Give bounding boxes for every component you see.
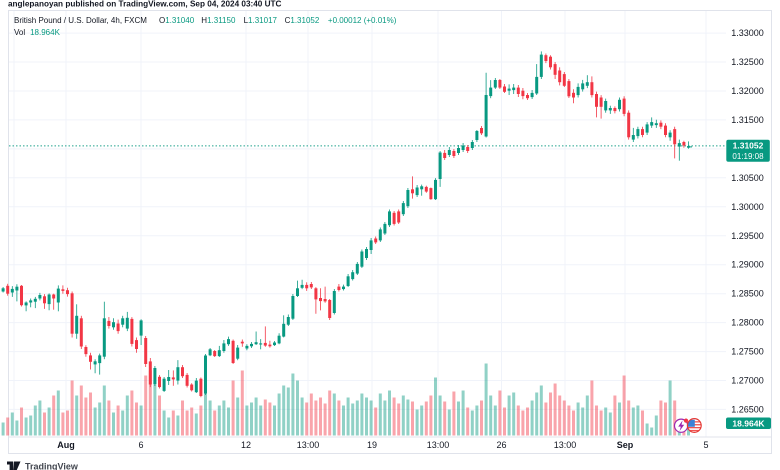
svg-text:TradingView: TradingView xyxy=(25,462,79,470)
svg-text:1.29000: 1.29000 xyxy=(731,260,764,270)
svg-text:18.964K: 18.964K xyxy=(30,28,60,37)
svg-text:1.27000: 1.27000 xyxy=(731,376,764,386)
svg-text:1.30500: 1.30500 xyxy=(731,173,764,183)
svg-text:19: 19 xyxy=(367,440,377,450)
svg-text:anglepanoyan published on Trad: anglepanoyan published on TradingView.co… xyxy=(8,0,282,9)
svg-text:6: 6 xyxy=(138,440,143,450)
svg-text:L1.31017: L1.31017 xyxy=(244,16,278,25)
svg-text:H1.31150: H1.31150 xyxy=(201,16,236,25)
svg-text:1.31052: 1.31052 xyxy=(733,140,764,150)
svg-text:26: 26 xyxy=(496,440,506,450)
svg-text:C1.31052: C1.31052 xyxy=(285,16,320,25)
svg-text:1.26500: 1.26500 xyxy=(731,404,764,414)
svg-text:Aug: Aug xyxy=(57,440,75,450)
svg-text:+0.00012 (+0.01%): +0.00012 (+0.01%) xyxy=(328,16,397,25)
svg-text:1.32500: 1.32500 xyxy=(731,57,764,67)
svg-text:1.33000: 1.33000 xyxy=(731,28,764,38)
svg-text:O1.31040: O1.31040 xyxy=(159,16,195,25)
svg-text:1.28500: 1.28500 xyxy=(731,289,764,299)
svg-text:1.31500: 1.31500 xyxy=(731,115,764,125)
svg-text:1.30000: 1.30000 xyxy=(731,202,764,212)
svg-text:Vol: Vol xyxy=(14,28,25,37)
svg-text:Sep: Sep xyxy=(617,440,634,450)
svg-text:12: 12 xyxy=(241,440,251,450)
svg-text:13:00: 13:00 xyxy=(427,440,450,450)
svg-text:01:19:08: 01:19:08 xyxy=(732,152,764,161)
svg-text:5: 5 xyxy=(703,440,708,450)
svg-text:1.28000: 1.28000 xyxy=(731,318,764,328)
svg-text:13:00: 13:00 xyxy=(554,440,577,450)
svg-text:13:00: 13:00 xyxy=(297,440,320,450)
svg-text:1.29500: 1.29500 xyxy=(731,231,764,241)
svg-text:British Pound / U.S. Dollar, 4: British Pound / U.S. Dollar, 4h, FXCM xyxy=(14,16,147,25)
svg-text:1.27500: 1.27500 xyxy=(731,347,764,357)
svg-text:18.964K: 18.964K xyxy=(732,419,765,429)
svg-text:1.32000: 1.32000 xyxy=(731,86,764,96)
